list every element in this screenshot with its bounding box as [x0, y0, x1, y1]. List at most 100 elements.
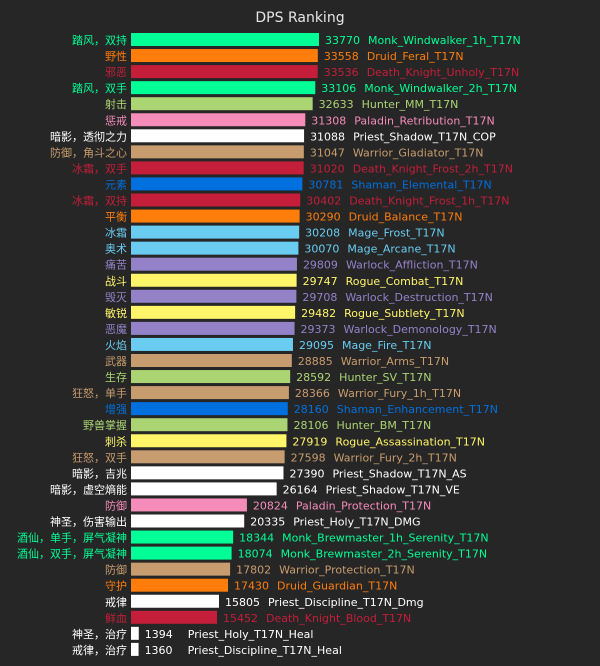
sim-name-label: Druid_Balance_T17N [349, 211, 463, 224]
spec-label: 酒仙，双手，屏气凝神 [17, 547, 127, 561]
bar-row: 暗影，吉兆 27390 Priest_Shadow_T17N_AS [72, 466, 467, 480]
spec-label: 戒律 [105, 596, 127, 609]
bar-row: 戒律 15805 Priest_Discipline_T17N_Dmg [105, 594, 424, 609]
sim-name-label: Priest_Holy_T17N_DMG [293, 516, 420, 529]
sim-name-label: Rogue_Assassination_T17N [335, 435, 485, 448]
bar [131, 257, 297, 271]
spec-label: 狂怒，单手 [72, 386, 127, 400]
sim-name-label: Monk_Brewmaster_1h_Serenity_T17N [282, 532, 489, 545]
sim-name-label: Shaman_Enhancement_T17N [337, 403, 498, 416]
sim-name-label: Priest_Discipline_T17N_Dmg [268, 596, 424, 609]
bar-row: 鲜血 15452 Death_Knight_Blood_T17N [105, 610, 411, 625]
bar [131, 546, 232, 560]
sim-name-label: Warrior_Arms_T17N [341, 355, 449, 368]
bar-row: 武器 28885 Warrior_Arms_T17N [105, 354, 449, 368]
value-label: 29095 [299, 339, 334, 352]
value-label: 20335 [250, 516, 285, 529]
bar [131, 466, 284, 480]
value-label: 26164 [283, 483, 318, 496]
bar [131, 241, 299, 255]
spec-label: 武器 [105, 355, 127, 368]
sim-name-label: Hunter_MM_T17N [362, 98, 459, 111]
bar-row: 酒仙，单手，屏气凝神 18344 Monk_Brewmaster_1h_Sereni… [17, 530, 489, 545]
spec-label: 踏风，双手 [72, 81, 127, 95]
bar-row: 战斗 29747 Rogue_Combat_T17N [105, 273, 463, 288]
value-label: 1394 [145, 628, 173, 641]
bar [131, 498, 247, 512]
sim-name-label: Warlock_Demonology_T17N [344, 323, 497, 336]
value-label: 18074 [238, 548, 273, 561]
bar-row: 痛苦 29809 Warlock_Affliction_T17N [105, 257, 478, 272]
bar-row: 神圣，治疗 1394 Priest_Holy_T17N_Heal [72, 626, 313, 641]
spec-label: 守护 [105, 579, 127, 593]
value-label: 32633 [319, 98, 354, 111]
spec-label: 踏风，双持 [72, 33, 127, 47]
spec-label: 野性 [105, 49, 127, 63]
value-label: 27919 [292, 435, 327, 448]
sim-name-label: Priest_Shadow_T17N_AS [332, 467, 466, 480]
spec-label: 暗影，虚空熵能 [50, 482, 127, 496]
bar [131, 450, 285, 464]
value-label: 33106 [321, 82, 356, 95]
bar-row: 增强 28160 Shaman_Enhancement_T17N [105, 402, 498, 416]
bar [131, 594, 219, 608]
spec-label: 恶魔 [105, 322, 127, 336]
bar-row: 元素 30781 Shaman_Elemental_T17N [105, 177, 492, 191]
bar-row: 狂怒，双手 27598 Warrior_Fury_2h_T17N [72, 450, 457, 464]
value-label: 15805 [225, 596, 260, 609]
spec-label: 敏锐 [105, 306, 127, 320]
value-label: 27598 [291, 451, 326, 464]
bar-row: 酒仙，双手，屏气凝神 18074 Monk_Brewmaster_2h_Sereni… [17, 546, 487, 561]
bar-row: 狂怒，单手 28366 Warrior_Fury_1h_T17N [72, 386, 461, 400]
bar [131, 337, 293, 351]
spec-label: 平衡 [105, 211, 127, 224]
spec-label: 酒仙，单手，屏气凝神 [17, 531, 127, 545]
value-label: 29708 [302, 291, 337, 304]
bar [131, 418, 288, 432]
bar [131, 289, 297, 303]
spec-label: 神圣，治疗 [72, 627, 127, 641]
bar-row: 毁灭 29708 Warlock_Destruction_T17N [105, 289, 493, 304]
spec-label: 毁灭 [105, 290, 127, 304]
bar [131, 530, 234, 544]
spec-label: 生存 [105, 370, 127, 384]
sim-name-label: Monk_Windwalker_2h_T17N [364, 82, 517, 95]
bar-row: 守护 17430 Druid_Guardian_T17N [105, 578, 397, 593]
sim-name-label: Priest_Shadow_T17N_COP [353, 130, 496, 143]
bar-row: 生存 28592 Hunter_SV_T17N [105, 370, 431, 384]
chart-title: DPS Ranking [255, 10, 344, 26]
value-label: 29373 [301, 323, 336, 336]
bar-row: 刺杀 27919 Rogue_Assassination_T17N [105, 434, 485, 448]
bar [131, 642, 139, 656]
bar [131, 193, 301, 207]
bar-row: 暗影，虚空熵能 26164 Priest_Shadow_T17N_VE [50, 482, 460, 496]
bar-row: 惩戒 31308 Paladin_Retribution_T17N [105, 113, 495, 127]
value-label: 28592 [296, 371, 331, 384]
sim-name-label: Druid_Guardian_T17N [277, 580, 397, 593]
spec-label: 野兽掌握 [83, 418, 127, 432]
spec-label: 防御，角斗之心 [50, 145, 127, 159]
sim-name-label: Hunter_BM_T17N [336, 419, 431, 432]
spec-label: 冰霜，双手 [72, 161, 127, 175]
value-label: 29809 [303, 259, 338, 272]
sim-name-label: Shaman_Elemental_T17N [351, 178, 491, 191]
bar [131, 434, 287, 448]
value-label: 28106 [293, 419, 328, 432]
value-label: 1360 [145, 644, 173, 657]
bar-row: 踏风，双手 33106 Monk_Windwalker_2h_T17N [72, 81, 517, 95]
spec-label: 火焰 [105, 338, 127, 352]
spec-label: 惩戒 [105, 114, 127, 127]
value-label: 28160 [294, 403, 329, 416]
spec-label: 射击 [105, 97, 127, 111]
bar [131, 305, 296, 319]
bar-row: 暗影，透彻之力 31088 Priest_Shadow_T17N_COP [50, 129, 496, 143]
bar [131, 626, 139, 640]
spec-label: 痛苦 [105, 258, 127, 272]
bar [131, 145, 304, 159]
sim-name-label: Mage_Fire_T17N [342, 339, 432, 352]
bar-row: 冰霜，双手 31020 Death_Knight_Frost_2h_T17N [72, 161, 513, 175]
bar-row: 防御 20824 Paladin_Protection_T17N [105, 498, 431, 512]
sim-name-label: Priest_Discipline_T17N_Heal [188, 644, 342, 657]
bar [131, 370, 291, 384]
